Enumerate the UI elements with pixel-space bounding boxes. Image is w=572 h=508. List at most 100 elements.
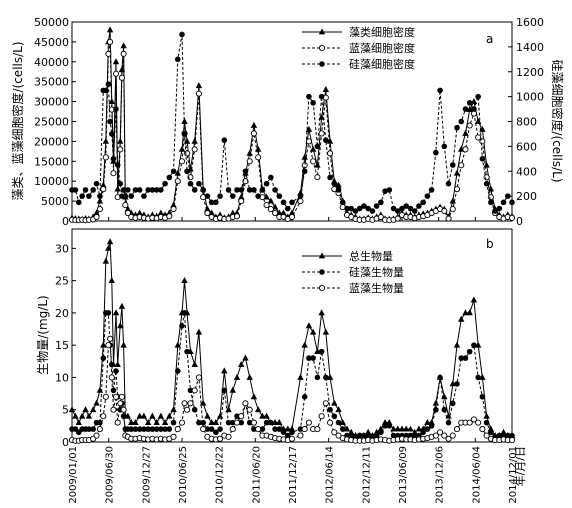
series-2-point-78: [361, 432, 367, 439]
series-2-point-112: [504, 432, 511, 439]
panel-b-legend-marker-2: [319, 269, 325, 275]
panel-a-y2-tick-label-2: 200: [516, 190, 537, 203]
series-2-point-61: [284, 432, 291, 439]
series-2-point-84: [386, 423, 393, 429]
series-3-point-11: [103, 87, 109, 94]
series-3-point-87: [399, 205, 405, 212]
series-3-point-95: [432, 432, 439, 439]
series-1-point-20: [120, 341, 127, 348]
series-3-point-113: [508, 437, 516, 444]
series-3-point-86: [394, 208, 401, 214]
panel-b-legend-label-2: 硅藻生物量: [349, 265, 404, 279]
series-2-point-97: [441, 406, 448, 413]
series-2-point-42: [204, 209, 211, 217]
series-1-point-9: [96, 386, 104, 393]
series-3-point-38: [187, 400, 194, 407]
series-3-point-81: [373, 203, 380, 209]
series-3-point-10: [100, 413, 107, 420]
series-1-point-52: [246, 149, 253, 156]
series-2-point-23: [128, 426, 135, 432]
panel-b-x-axis-label: 年/月/日: [513, 446, 527, 486]
series-2-point-55: [259, 426, 266, 432]
series-2-point-50: [238, 419, 245, 426]
series-1-point-22: [124, 205, 132, 212]
series-1-point-7: [89, 406, 97, 413]
series-3-point-30: [158, 187, 164, 193]
series-3-point-113: [509, 199, 515, 206]
series-3-point-97: [441, 432, 448, 439]
series-2-point-106: [479, 138, 486, 145]
series-3-point-78: [361, 203, 367, 209]
series-1-point-34: [174, 341, 181, 348]
panel-b-x-tick-label-6: 2011/06/20: [251, 446, 262, 504]
series-1-point-17: [114, 360, 121, 367]
series-3-point-41: [200, 426, 207, 433]
series-3-point-36: [181, 400, 188, 407]
series-2-point-12: [105, 50, 112, 57]
series-1-point-104: [470, 296, 478, 303]
series-1-point-75: [348, 428, 355, 435]
panel-a-y-axis-label: 藻类、蓝藻细胞密度/(cells/L): [10, 41, 25, 200]
series-2-point-45: [217, 426, 223, 432]
series-2-point-79: [365, 432, 371, 439]
series-3-point-68: [318, 93, 325, 100]
series-3-point-15: [110, 406, 117, 413]
series-2-point-47: [225, 419, 232, 426]
series-2-point-44: [213, 429, 219, 436]
panel-b-x-tick-label-7: 2011/12/17: [288, 446, 299, 504]
series-3-point-60: [280, 199, 287, 206]
series-1-point-55: [259, 412, 266, 419]
series-2-point-101: [458, 355, 465, 361]
series-3-point-72: [335, 187, 342, 193]
series-1-point-20: [120, 42, 127, 49]
series-3-point-100: [453, 426, 461, 433]
series-2-point-59: [276, 426, 283, 432]
panel-b-legend-marker-3: [318, 284, 326, 292]
series-2-point-40: [195, 90, 202, 97]
series-1-point-54: [254, 406, 262, 413]
panel-b-y-tick-label-2: 5: [62, 404, 69, 417]
series-1-point-72: [335, 406, 342, 413]
series-1-point-31: [161, 419, 169, 426]
series-2-point-65: [306, 355, 312, 361]
series-3-point-47: [225, 433, 232, 440]
series-3-point-105: [475, 93, 481, 100]
series-3-point-32: [166, 174, 173, 181]
series-2-point-19: [118, 74, 125, 81]
series-2-point-113: [509, 432, 515, 439]
series-2-point-68: [318, 130, 325, 137]
series-2-point-62: [289, 429, 295, 436]
panel-b-x-tick-label-3: 2009/12/27: [141, 446, 152, 504]
series-2-point-95: [433, 406, 439, 413]
series-3-point-70: [327, 419, 334, 426]
series-3-point-4: [79, 193, 85, 199]
series-2-point-107: [483, 419, 490, 426]
series-2-point-39: [191, 146, 198, 153]
series-3-point-33: [170, 168, 177, 175]
series-1-point-59: [276, 419, 283, 426]
series-1-point-42: [204, 412, 211, 419]
series-2-point-63: [297, 198, 304, 205]
series-2-point-75: [348, 432, 355, 439]
series-2-point-56: [263, 202, 270, 209]
series-1-point-8: [93, 399, 100, 406]
series-1-point-45: [216, 412, 224, 419]
series-1-point-30: [157, 412, 165, 419]
series-1-point-33: [170, 201, 177, 208]
panel-a-legend-marker-3: [319, 61, 325, 67]
series-2-point-35: [179, 323, 185, 329]
series-2-point-10: [100, 355, 107, 361]
series-3-point-102: [462, 106, 469, 112]
series-2-point-38: [187, 387, 194, 394]
series-3-point-69: [323, 137, 329, 143]
series-2-point-21: [122, 202, 129, 209]
series-3-point-110: [496, 205, 503, 212]
series-2-point-81: [373, 432, 380, 439]
series-2-point-52: [246, 419, 253, 426]
panel-b-x-tick-label-2: 2009/06/30: [105, 446, 116, 504]
panel-b-x-tick-label-4: 2010/06/25: [178, 446, 189, 504]
series-1-point-39: [191, 360, 198, 367]
series-3-point-39: [191, 187, 198, 193]
series-2-point-37: [184, 150, 191, 157]
panel-a-y-tick-label-5: 20000: [34, 135, 69, 148]
